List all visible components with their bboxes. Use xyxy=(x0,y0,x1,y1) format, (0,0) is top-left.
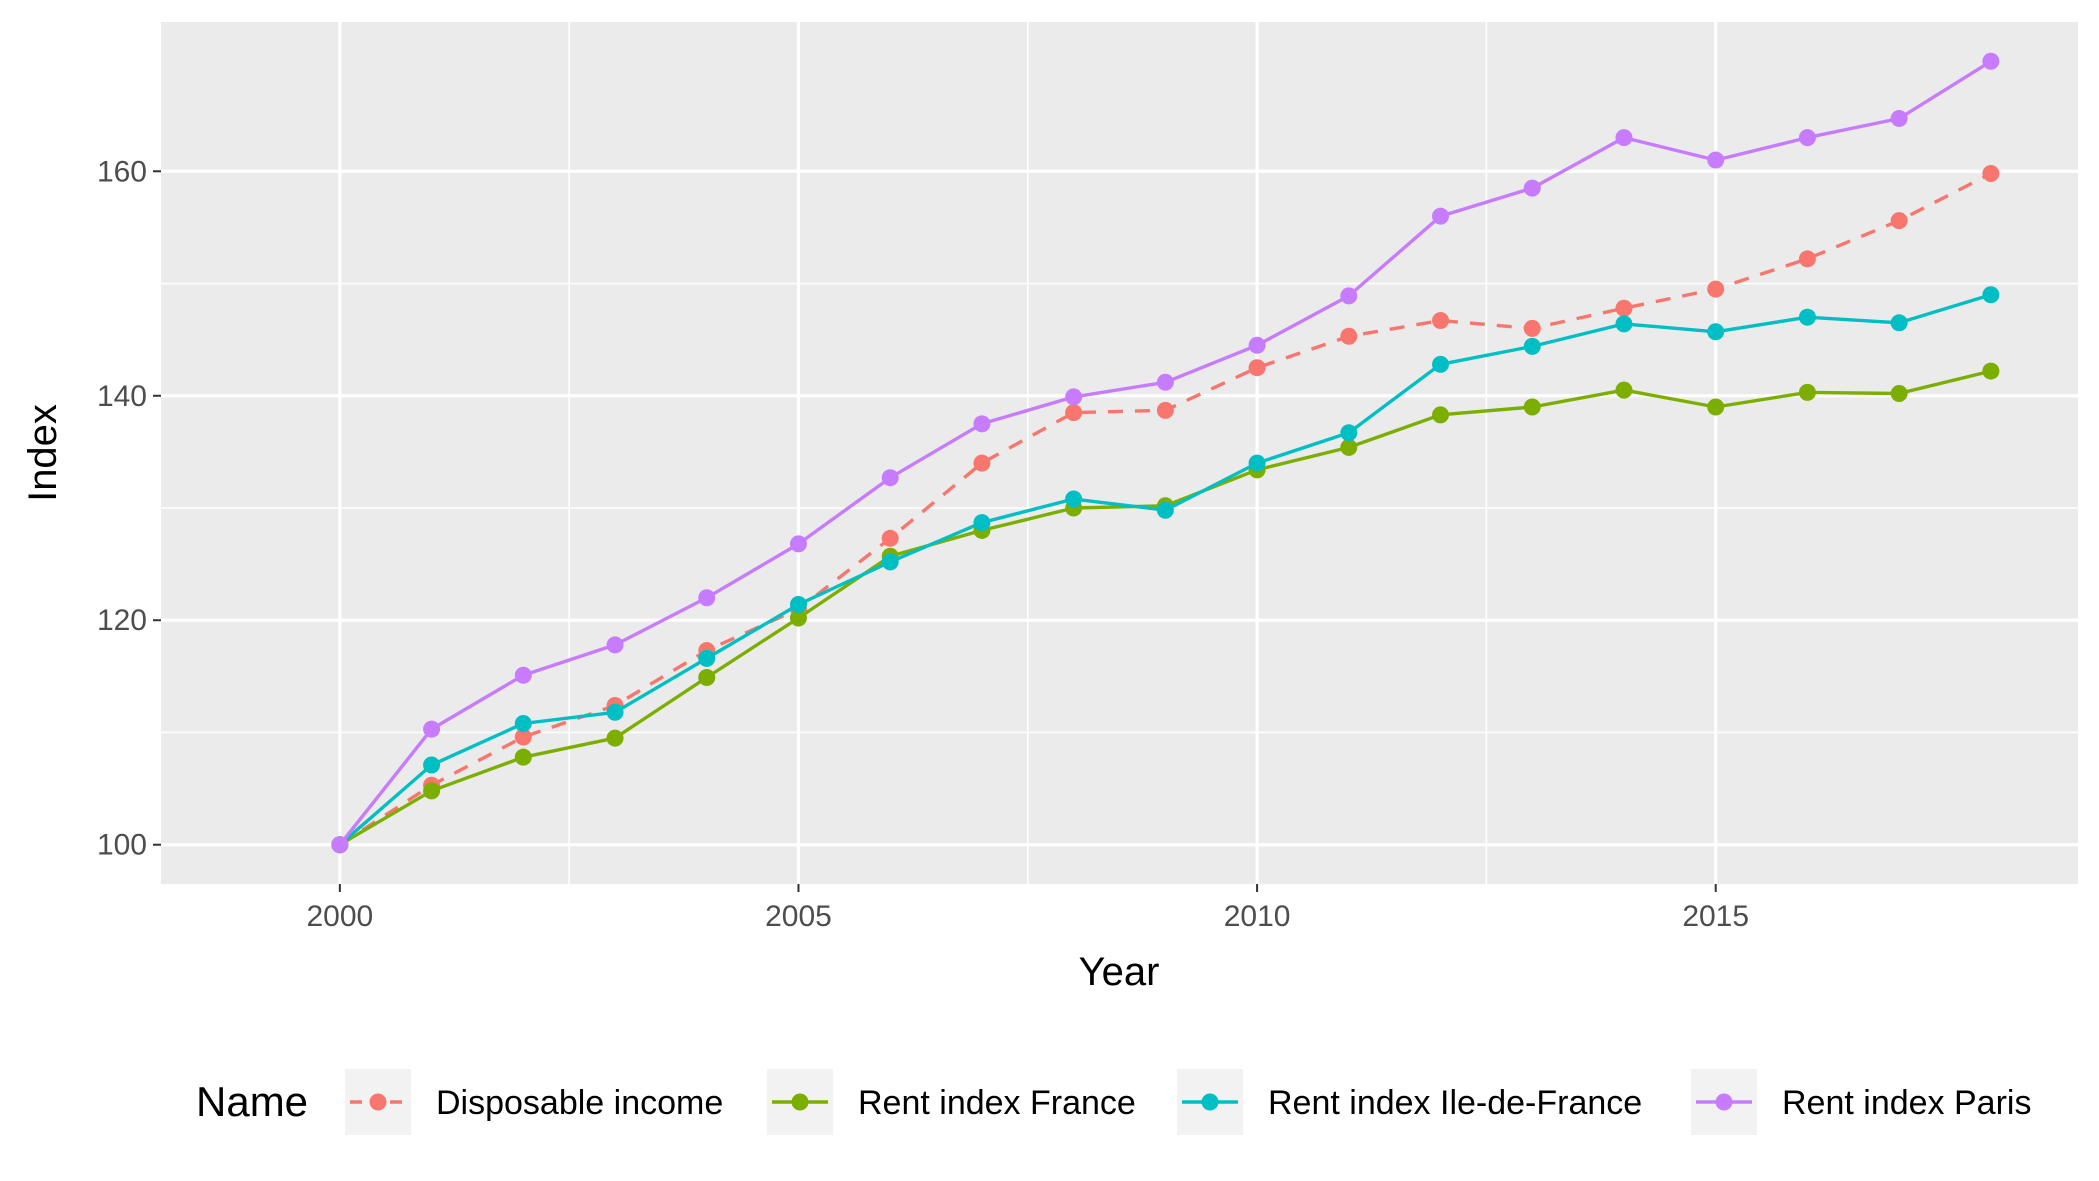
x-axis-title: Year xyxy=(1079,950,1160,994)
data-point xyxy=(1340,327,1358,345)
legend-key-point xyxy=(791,1093,809,1111)
data-point xyxy=(1982,52,2000,70)
legend-item-rent-index-ile-de-france: Rent index Ile-de-France xyxy=(1177,1069,1642,1135)
legend-label-disposable-income: Disposable income xyxy=(436,1084,723,1122)
series-rent-index-ile-de-france xyxy=(331,286,2000,854)
data-point xyxy=(1890,314,1908,332)
data-point xyxy=(1523,179,1541,197)
data-point xyxy=(514,748,532,766)
data-point xyxy=(789,535,807,553)
data-point xyxy=(1982,286,2000,304)
data-point xyxy=(881,529,899,547)
major-gridlines xyxy=(161,22,2078,884)
data-point xyxy=(1065,490,1083,508)
y-tick-label: 140 xyxy=(97,380,147,413)
data-point xyxy=(1432,207,1450,225)
data-point xyxy=(1523,319,1541,337)
data-point xyxy=(1798,250,1816,268)
legend-key-point xyxy=(1715,1093,1733,1111)
data-point xyxy=(1156,401,1174,419)
series-rent-index-paris xyxy=(331,52,2000,854)
data-point xyxy=(1523,337,1541,355)
legend-label-rent-index-ile-de-france: Rent index Ile-de-France xyxy=(1268,1084,1642,1122)
data-point xyxy=(1982,165,2000,183)
data-point xyxy=(1707,151,1725,169)
data-point xyxy=(1615,129,1633,147)
y-axis-ticks: 100 120 140 160 xyxy=(97,155,161,862)
legend-key-point xyxy=(1201,1093,1219,1111)
series-layer xyxy=(331,52,2000,854)
y-tick-label: 120 xyxy=(97,604,147,637)
data-point xyxy=(698,589,716,607)
legend-label-rent-index-france: Rent index France xyxy=(858,1084,1136,1122)
data-point xyxy=(1432,355,1450,373)
data-point xyxy=(1523,398,1541,416)
data-point xyxy=(1615,381,1633,399)
data-point xyxy=(789,609,807,627)
data-point xyxy=(1890,385,1908,403)
x-tick-label: 2015 xyxy=(1682,900,1749,933)
y-tick-label: 100 xyxy=(97,829,147,862)
data-point xyxy=(973,514,991,532)
data-point xyxy=(1615,299,1633,317)
legend: Name Disposable income Rent index France R… xyxy=(196,1069,2031,1135)
data-point xyxy=(423,756,441,774)
data-point xyxy=(1707,323,1725,341)
data-point xyxy=(1798,308,1816,326)
data-point xyxy=(789,596,807,614)
data-point xyxy=(1156,501,1174,519)
data-point xyxy=(606,729,624,747)
data-point xyxy=(1065,388,1083,406)
data-point xyxy=(514,666,532,684)
data-point xyxy=(1340,287,1358,305)
data-point xyxy=(1340,438,1358,456)
data-point xyxy=(881,469,899,487)
data-point xyxy=(1248,454,1266,472)
data-point xyxy=(1248,359,1266,377)
x-tick-label: 2000 xyxy=(306,900,373,933)
data-point xyxy=(1890,110,1908,128)
data-point xyxy=(1798,129,1816,147)
data-point xyxy=(698,649,716,667)
x-tick-label: 2010 xyxy=(1224,900,1291,933)
data-point xyxy=(1432,312,1450,330)
data-point xyxy=(698,668,716,686)
data-point xyxy=(423,782,441,800)
legend-key-point xyxy=(369,1093,387,1111)
data-point xyxy=(1890,212,1908,230)
data-point xyxy=(606,636,624,654)
data-point xyxy=(423,720,441,738)
data-point xyxy=(331,836,349,854)
data-point xyxy=(1798,383,1816,401)
data-point xyxy=(1707,280,1725,298)
data-point xyxy=(1065,404,1083,422)
data-point xyxy=(606,703,624,721)
data-point xyxy=(1248,336,1266,354)
data-point xyxy=(1707,398,1725,416)
y-axis-title: Index xyxy=(21,404,65,502)
data-point xyxy=(1982,362,2000,380)
legend-label-rent-index-paris: Rent index Paris xyxy=(1782,1084,2031,1122)
plot-panel xyxy=(161,22,2078,884)
legend-item-rent-index-france: Rent index France xyxy=(767,1069,1136,1135)
data-point xyxy=(973,415,991,433)
data-point xyxy=(514,728,532,746)
data-point xyxy=(514,714,532,732)
data-point xyxy=(1156,373,1174,391)
y-tick-label: 160 xyxy=(97,155,147,188)
data-point xyxy=(973,454,991,472)
data-point xyxy=(881,553,899,571)
legend-title: Name xyxy=(196,1078,308,1125)
data-point xyxy=(1340,424,1358,442)
x-tick-label: 2005 xyxy=(765,900,832,933)
data-point xyxy=(1615,315,1633,333)
legend-item-disposable-income: Disposable income xyxy=(345,1069,723,1135)
x-axis-ticks: 2000 2005 2010 2015 xyxy=(306,884,1749,933)
data-point xyxy=(1432,406,1450,424)
legend-item-rent-index-paris: Rent index Paris xyxy=(1691,1069,2031,1135)
